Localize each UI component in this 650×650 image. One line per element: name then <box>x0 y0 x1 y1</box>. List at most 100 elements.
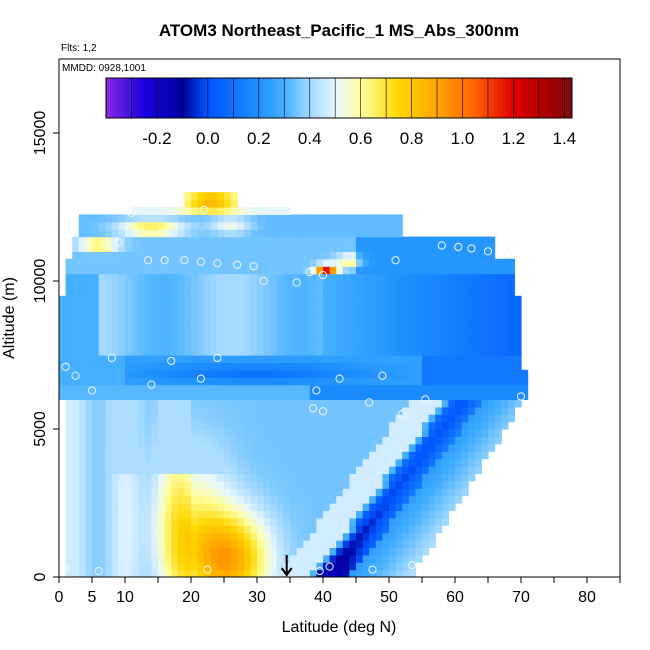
colorbar-segment <box>234 78 239 118</box>
heatmap-cell <box>309 473 317 482</box>
colorbar-segment <box>424 78 429 118</box>
heatmap-cell <box>382 540 390 548</box>
heatmap-cell <box>395 414 403 423</box>
heatmap-cell <box>507 406 515 415</box>
heatmap-cell <box>290 318 298 326</box>
heatmap-cell <box>105 288 113 297</box>
heatmap-cell <box>276 392 284 400</box>
heatmap-cell <box>270 295 278 304</box>
heatmap-cell <box>65 369 73 378</box>
heatmap-cell <box>144 503 152 511</box>
x-tick-label: 70 <box>512 589 530 606</box>
heatmap-cell <box>118 303 126 312</box>
x-tick-label: 80 <box>578 589 596 606</box>
heatmap-cell <box>85 480 93 489</box>
heatmap-cell <box>336 377 344 386</box>
heatmap-cell <box>125 281 133 289</box>
heatmap-cell <box>336 488 344 497</box>
heatmap-cell <box>125 325 133 334</box>
heatmap-cell <box>151 458 159 467</box>
heatmap-cell <box>382 229 390 238</box>
heatmap-cell <box>323 532 331 541</box>
heatmap-cell <box>422 466 430 474</box>
heatmap-cell <box>230 547 238 556</box>
heatmap-cell <box>290 362 298 371</box>
heatmap-cell <box>349 347 357 356</box>
heatmap-cell <box>461 384 469 393</box>
heatmap-cell <box>158 495 166 504</box>
heatmap-cell <box>290 295 298 304</box>
heatmap-cell <box>263 414 271 423</box>
heatmap-cell <box>422 547 430 556</box>
heatmap-cell <box>125 451 133 460</box>
heatmap-cell <box>329 310 337 319</box>
heatmap-cell <box>151 355 159 363</box>
colorbar-segment <box>350 78 356 118</box>
heatmap-cell <box>92 251 100 260</box>
heatmap-cell <box>177 525 185 534</box>
heatmap-cell <box>474 384 482 393</box>
heatmap-cell <box>158 540 166 548</box>
heatmap-cell <box>375 362 383 371</box>
heatmap-cell <box>158 384 166 393</box>
heatmap-cell <box>369 510 377 519</box>
heatmap-cell <box>138 406 146 415</box>
colorbar-segment <box>296 78 301 118</box>
heatmap-cell <box>138 384 146 393</box>
heatmap-cell <box>210 406 218 415</box>
heatmap-cell <box>164 318 172 326</box>
heatmap-cell <box>441 443 449 452</box>
heatmap-cell <box>375 347 383 356</box>
heatmap-cell <box>92 362 100 371</box>
heatmap-cell <box>177 236 185 245</box>
heatmap-cell <box>441 384 449 393</box>
heatmap-cell <box>197 236 205 245</box>
heatmap-cell <box>125 540 133 548</box>
heatmap-cell <box>263 480 271 489</box>
heatmap-cell <box>389 288 397 297</box>
heatmap-cell <box>389 362 397 371</box>
heatmap-cell <box>428 466 436 474</box>
heatmap-cell <box>468 399 476 408</box>
heatmap-cell <box>177 517 185 526</box>
heatmap-cell <box>144 355 152 363</box>
heatmap-cell <box>92 532 100 541</box>
heatmap-cell <box>230 451 238 460</box>
heatmap-cell <box>395 340 403 349</box>
heatmap-cell <box>125 443 133 452</box>
heatmap-cell <box>177 310 185 319</box>
heatmap-cell <box>204 517 212 526</box>
heatmap-cell <box>461 288 469 297</box>
heatmap-cell <box>72 488 80 497</box>
heatmap-cell <box>488 443 496 452</box>
heatmap-cell <box>329 266 337 275</box>
colorbar-segment <box>420 78 425 118</box>
heatmap-cell <box>237 281 245 289</box>
heatmap-cell <box>349 273 357 282</box>
heatmap-cell <box>263 562 271 571</box>
heatmap-cell <box>303 488 311 497</box>
heatmap-cell <box>474 273 482 282</box>
heatmap-cell <box>455 436 463 445</box>
heatmap-cell <box>151 347 159 356</box>
heatmap-cell <box>461 273 469 282</box>
heatmap-cell <box>85 295 93 304</box>
heatmap-cell <box>435 436 443 445</box>
heatmap-cell <box>455 295 463 304</box>
heatmap-cell <box>336 251 344 260</box>
colorbar-segment <box>172 78 177 118</box>
heatmap-cell <box>435 251 443 260</box>
y-tick-label: 0 <box>32 572 49 581</box>
x-tick-label: 10 <box>116 589 134 606</box>
heatmap-cell <box>362 495 370 504</box>
heatmap-cell <box>362 429 370 437</box>
heatmap-cell <box>296 214 304 223</box>
heatmap-cell <box>263 355 271 363</box>
heatmap-cell <box>290 229 298 238</box>
heatmap-cell <box>118 495 126 504</box>
heatmap-cell <box>303 318 311 326</box>
heatmap-cell <box>342 406 350 415</box>
heatmap-cell <box>257 392 265 400</box>
colorbar-segment <box>525 78 530 118</box>
heatmap-cell <box>92 236 100 245</box>
